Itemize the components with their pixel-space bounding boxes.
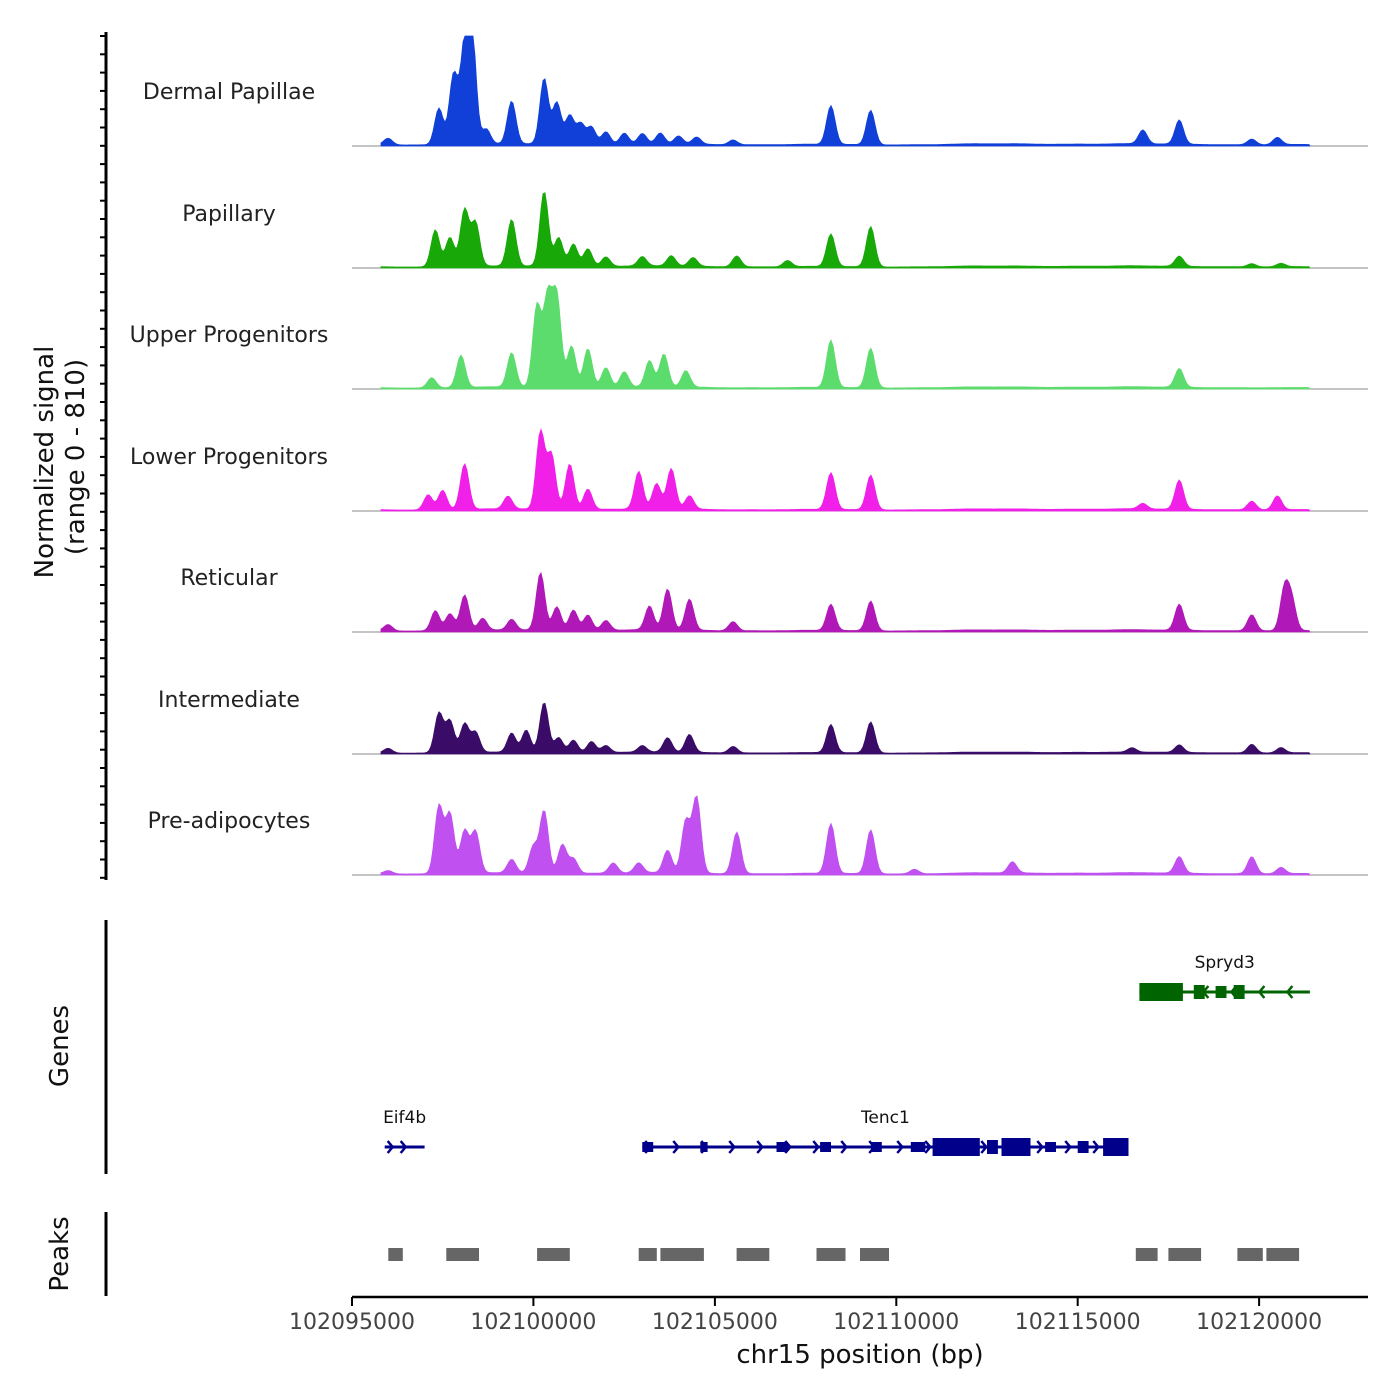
x-tick-label: 102115000: [1015, 1310, 1141, 1335]
peak-region: [816, 1248, 846, 1261]
strand-arrow: [1092, 1140, 1100, 1154]
gene-exon: [1103, 1138, 1129, 1156]
strand-arrow: [812, 1140, 820, 1154]
strand-arrow: [896, 1140, 904, 1154]
x-tick-label: 102100000: [470, 1310, 596, 1335]
track-label: Upper Progenitors: [130, 323, 329, 348]
strand-arrow: [1036, 1140, 1044, 1154]
gene-exon: [642, 1142, 654, 1152]
track-coverage-area: [380, 571, 1311, 633]
gene-exon: [932, 1138, 980, 1156]
gene-label: Eif4b: [383, 1108, 426, 1128]
peak-region: [638, 1248, 657, 1261]
track-label: Papillary: [182, 202, 276, 227]
gene-exon: [987, 1140, 998, 1154]
track-coverage-area: [380, 702, 1311, 755]
gene-exon: [1139, 983, 1183, 1001]
track-coverage-area: [380, 192, 1311, 269]
gene-exon: [1215, 986, 1227, 998]
x-axis: 102095000 102100000 102105000 102110000 1021…: [289, 1295, 1368, 1335]
peak-region: [1237, 1248, 1263, 1261]
strand-arrow: [1257, 985, 1266, 999]
peak-region: [860, 1248, 889, 1261]
gene-exon: [700, 1142, 708, 1152]
peak-region: [1135, 1248, 1158, 1261]
strand-arrow: [728, 1140, 736, 1154]
genes-panel-label: Genes: [45, 1005, 75, 1087]
track-coverage-area: [380, 428, 1311, 512]
x-tick-label: 102095000: [289, 1310, 415, 1335]
x-tick-label: 102105000: [652, 1310, 778, 1335]
track-label: Pre-adipocytes: [148, 809, 311, 834]
peak-region: [446, 1248, 479, 1261]
gene-exon: [870, 1142, 882, 1152]
gene-exon: [910, 1142, 926, 1152]
track-label: Dermal Papillae: [143, 80, 315, 105]
gene-exon: [820, 1142, 831, 1152]
track-coverage-area: [380, 284, 1311, 390]
strand-arrow: [386, 1140, 395, 1154]
gene-exon: [776, 1142, 788, 1152]
track-coverage-area: [380, 35, 1311, 147]
x-tick-label: 102110000: [833, 1310, 959, 1335]
peak-region: [1168, 1248, 1202, 1261]
gene-exon: [1045, 1142, 1056, 1152]
x-tick-label: 102120000: [1196, 1310, 1322, 1335]
track-label: Intermediate: [158, 688, 300, 713]
gene-exon: [1233, 985, 1245, 999]
peak-panel: [388, 1248, 1300, 1261]
gene-exon: [1077, 1141, 1089, 1153]
peak-region: [388, 1248, 403, 1261]
strand-arrow: [672, 1140, 680, 1154]
gene-label: Tenc1: [860, 1108, 910, 1128]
peak-region: [736, 1248, 770, 1261]
track-label: Lower Progenitors: [130, 445, 328, 470]
y-axis-title: Normalized signal: [30, 346, 60, 579]
gene-exon: [1001, 1138, 1031, 1156]
strand-arrow: [840, 1140, 848, 1154]
peaks-panel-label: Peaks: [45, 1216, 75, 1291]
signal-y-axis: [100, 32, 108, 1296]
strand-arrow: [924, 1140, 932, 1154]
peak-region: [660, 1248, 704, 1261]
track-coverage-area: [380, 795, 1311, 876]
track-label: Reticular: [180, 566, 278, 591]
strand-arrow: [756, 1140, 764, 1154]
coverage-tracks: Dermal Papillae Papillary Upper Progenitor…: [130, 35, 1368, 876]
strand-arrow: [399, 1140, 408, 1154]
peak-region: [1266, 1248, 1300, 1261]
strand-arrow: [1064, 1140, 1072, 1154]
gene-label: Spryd3: [1195, 953, 1255, 973]
y-axis-subtitle: (range 0 - 810): [61, 359, 91, 555]
gene-annotation-panel: Spryd3 Eif4b Tenc1: [383, 953, 1310, 1156]
strand-arrow: [1285, 985, 1294, 999]
peak-region: [537, 1248, 570, 1261]
gene-exon: [1193, 985, 1205, 999]
strand-arrow: [980, 1140, 988, 1154]
x-axis-title: chr15 position (bp): [736, 1340, 983, 1370]
